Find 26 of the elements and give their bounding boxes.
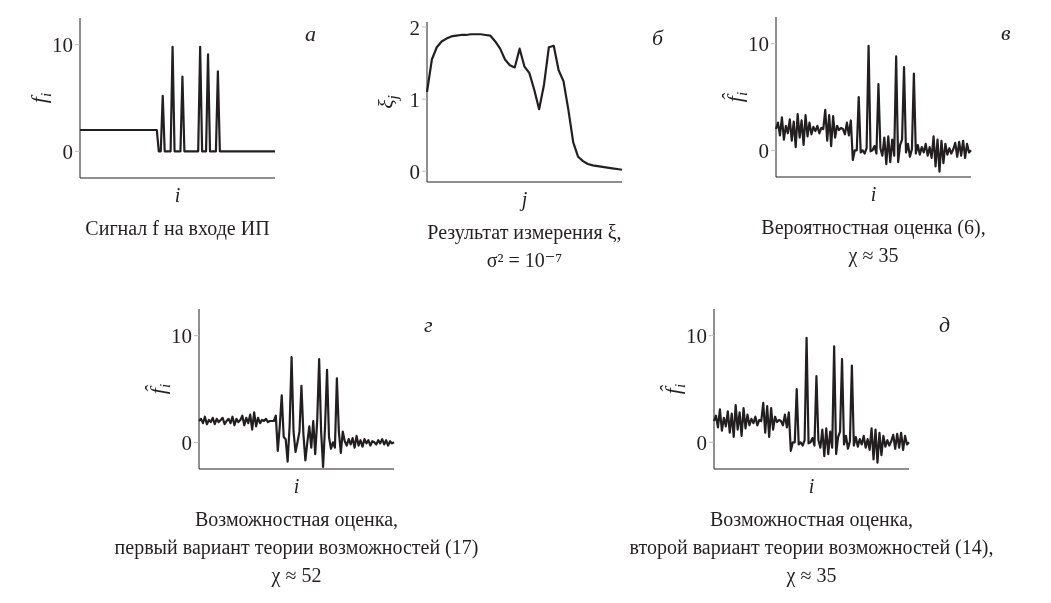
text: Вероятностная оценка (6), χ ≈ 35: [761, 216, 986, 266]
y-tick-label: 0: [409, 159, 420, 184]
text: б: [652, 25, 664, 51]
y-tick-label: 0: [62, 139, 73, 164]
text: г: [424, 312, 433, 338]
y-tick-label: 10: [686, 324, 707, 349]
text: д: [939, 312, 951, 338]
x-axis-title: i: [870, 183, 877, 205]
text: Сигнал f на входе ИП: [85, 217, 270, 239]
y-tick-label: 10: [171, 324, 192, 349]
x-axis-title: j: [518, 188, 528, 211]
y-tick-label: 0: [181, 430, 192, 455]
y-tick-label: 10: [748, 32, 769, 57]
x-axis-title: i: [293, 475, 300, 497]
text: Возможностная оценка, первый вариант теории возможностей (17) χ ≈ 52: [114, 508, 479, 586]
y-tick-label: 2: [409, 15, 420, 40]
x-axis-title: i: [174, 184, 181, 206]
y-tick-label: 0: [758, 138, 769, 163]
text: а: [305, 21, 316, 47]
y-tick-label: 1: [409, 87, 420, 112]
y-tick-label: 0: [696, 430, 707, 455]
text: в: [1001, 20, 1011, 46]
text: Возможностная оценка, второй вариант теории возможностей (14), χ ≈ 35: [629, 508, 994, 586]
text: Результат измерения ξ, σ² = 10⁻⁷: [427, 221, 622, 271]
y-tick-label: 10: [52, 33, 73, 58]
x-axis-title: i: [808, 475, 815, 497]
